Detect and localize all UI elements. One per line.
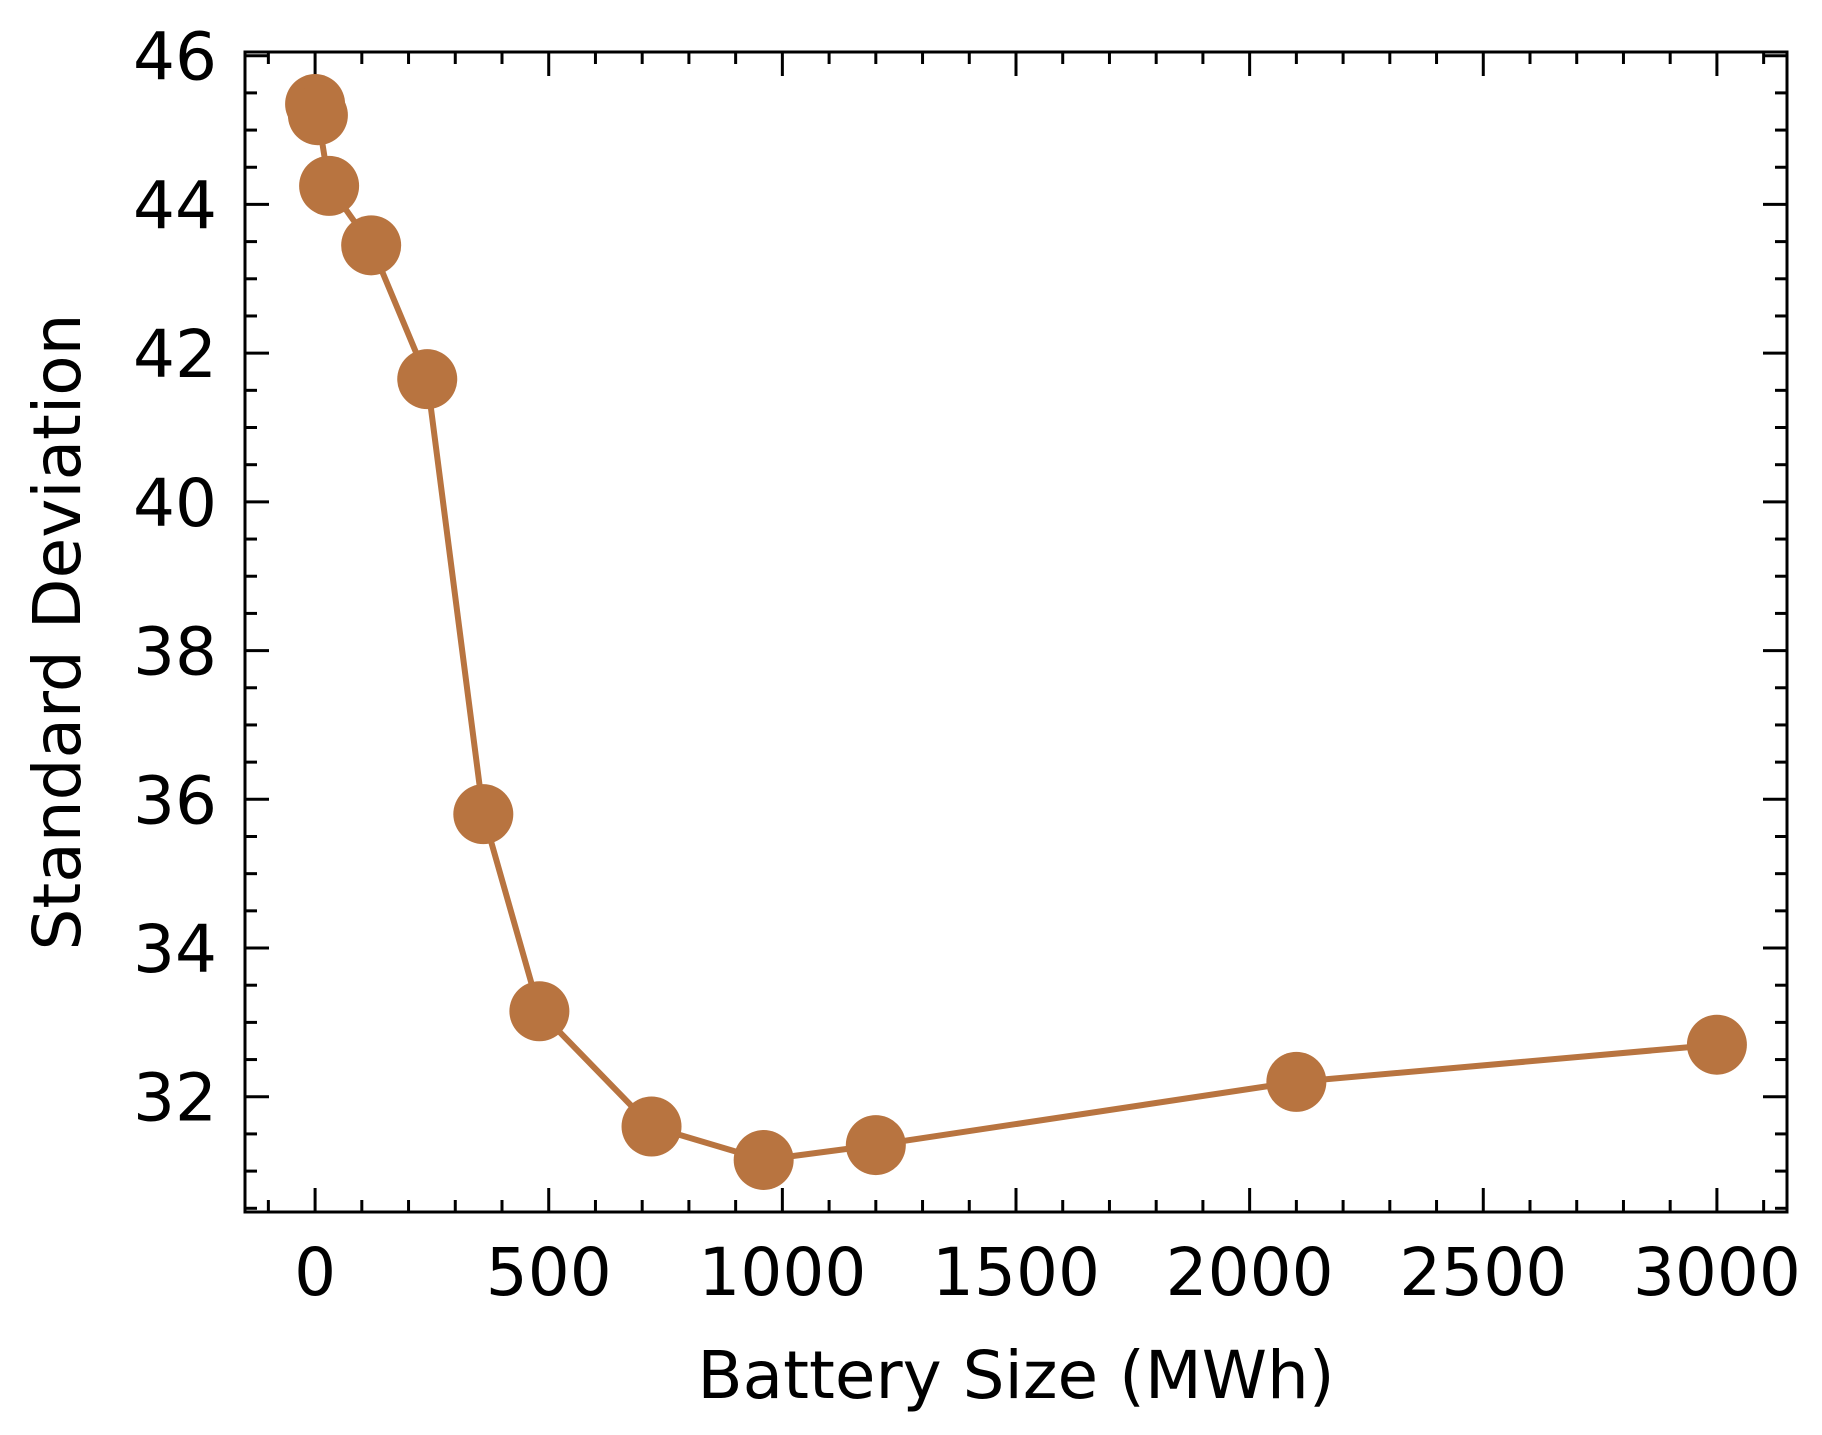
data-point — [1266, 1051, 1327, 1112]
tick-labels: 0 500 1000 1500 2000 2500 3000 32 34 36 38 40 42 44 46 — [133, 19, 1801, 1311]
data-point — [341, 215, 402, 276]
tick-marks — [245, 52, 1787, 1212]
data-point — [299, 155, 360, 216]
x-tick-label: 1000 — [698, 1234, 866, 1311]
y-tick-label: 42 — [133, 316, 217, 393]
y-tick-label: 38 — [133, 614, 217, 691]
x-tick-label: 1500 — [932, 1234, 1100, 1311]
x-tick-label: 500 — [486, 1234, 612, 1311]
x-tick-label: 0 — [294, 1234, 336, 1311]
data-point — [1686, 1014, 1747, 1075]
data-point — [397, 349, 458, 410]
data-point — [621, 1096, 682, 1157]
y-tick-label: 46 — [133, 19, 217, 96]
data-series — [285, 74, 1747, 1190]
x-axis-label: Battery Size (MWh) — [697, 1337, 1334, 1414]
y-tick-label: 40 — [133, 465, 217, 542]
y-tick-label: 44 — [133, 167, 217, 244]
plot-frame — [243, 50, 1789, 1214]
y-axis-label: Standard Deviation — [19, 314, 96, 951]
y-tick-label: 34 — [133, 911, 217, 988]
x-tick-label: 3000 — [1633, 1234, 1801, 1311]
x-tick-label: 2000 — [1166, 1234, 1334, 1311]
data-point — [287, 85, 348, 146]
data-point — [509, 981, 570, 1042]
x-tick-label: 2500 — [1399, 1234, 1567, 1311]
data-point — [453, 784, 514, 845]
y-tick-label: 32 — [133, 1060, 217, 1137]
y-tick-label: 36 — [133, 762, 217, 839]
data-point — [733, 1129, 794, 1190]
data-point — [845, 1115, 906, 1176]
